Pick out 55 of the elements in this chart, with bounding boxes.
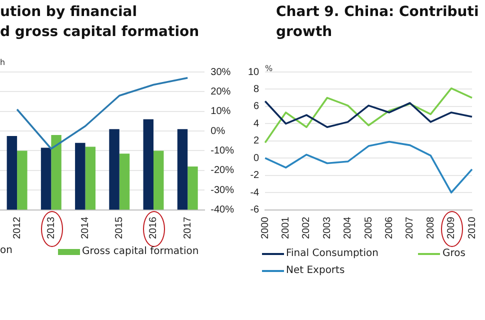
- y-tick-label: 6: [254, 101, 260, 112]
- bar: [153, 150, 164, 210]
- y-tick-label: -30%: [210, 184, 234, 196]
- y-tick-label: 20%: [210, 86, 231, 98]
- x-tick-label: 2007: [404, 216, 416, 240]
- y-tick-label: -40%: [210, 204, 234, 216]
- legend-label: Net Exports: [285, 265, 345, 276]
- y-axis-title: h: [0, 58, 6, 67]
- y-tick-label: -20%: [210, 165, 234, 176]
- x-tick-label: 2008: [425, 216, 436, 240]
- y-tick-label: 0%: [210, 126, 226, 137]
- y-tick-label: 4: [254, 118, 260, 130]
- bar: [188, 166, 198, 210]
- text: on: [0, 245, 12, 256]
- y-tick-label: 30%: [210, 66, 231, 78]
- bar: [6, 136, 18, 210]
- x-tick-label: 2014: [80, 216, 92, 240]
- chart-title: Chart 9. China: Contributi growth: [276, 3, 479, 42]
- bar: [75, 142, 86, 210]
- x-tick-label: 2015: [114, 216, 126, 240]
- chart-title: ution by financial d gross capital formation: [0, 3, 200, 42]
- y-tick-label: 8: [254, 84, 260, 95]
- x-tick-label: 2000: [260, 216, 271, 240]
- x-tick-label: 2005: [363, 216, 374, 240]
- legend-label: Gross capital formation: [81, 246, 199, 257]
- legend-label: Final Consumption: [285, 248, 378, 259]
- x-tick-label: 2012: [12, 216, 23, 240]
- x-tick-label: 2004: [342, 216, 354, 240]
- x-tick-label: 2017: [182, 216, 194, 240]
- y-tick-label: -4: [250, 187, 260, 198]
- y-axis-title: %: [265, 64, 273, 73]
- y-tick-label: -6: [250, 204, 260, 216]
- bar: [177, 129, 188, 210]
- y-tick-label: 0: [254, 152, 260, 164]
- bar: [119, 154, 130, 210]
- y-tick-label: 2: [254, 136, 260, 147]
- x-tick-label: 2001: [280, 216, 292, 240]
- bar: [85, 146, 96, 210]
- x-tick-label: 2002: [301, 216, 312, 240]
- bar: [51, 134, 62, 210]
- bar: [109, 129, 120, 210]
- bar: [17, 150, 28, 210]
- y-tick-label: -10%: [210, 145, 234, 156]
- bar: [40, 148, 52, 210]
- y-tick-label: -2: [250, 170, 260, 182]
- x-tick-label: 2003: [322, 216, 333, 240]
- y-tick-label: 10: [248, 66, 260, 78]
- x-tick-label: 2009: [446, 216, 458, 240]
- y-tick-label: 10%: [210, 106, 231, 118]
- x-tick-label: 2013: [46, 216, 57, 240]
- legend-label: Gros: [441, 248, 466, 259]
- x-tick-label: 2010: [466, 216, 478, 240]
- x-tick-label: 2016: [148, 216, 160, 240]
- bar: [143, 119, 154, 210]
- x-tick-label: 2006: [384, 216, 395, 240]
